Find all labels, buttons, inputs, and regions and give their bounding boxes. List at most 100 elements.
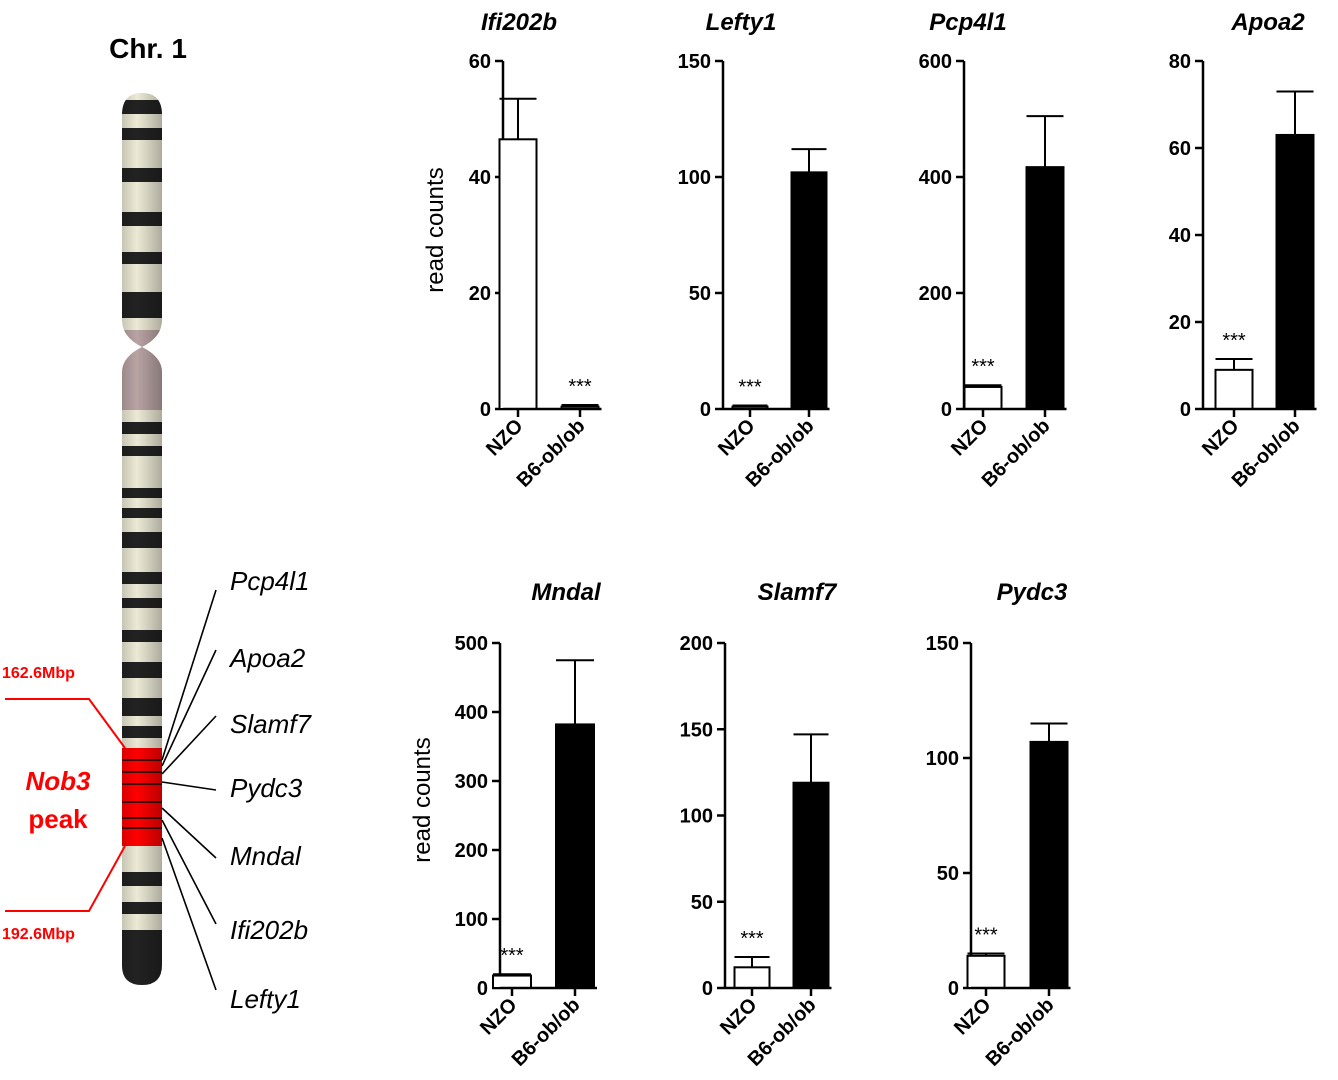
y-tick-label: 50 xyxy=(937,863,959,885)
y-tick-label: 100 xyxy=(680,806,713,828)
chromosome-body xyxy=(122,93,162,985)
y-tick-label: 20 xyxy=(1169,312,1191,334)
gene-connector-line xyxy=(161,715,217,775)
bar-nzo xyxy=(1214,368,1254,411)
significance-marker: *** xyxy=(738,377,762,399)
x-category-label: NZO xyxy=(716,994,761,1039)
bar-charts: Ifi202b read counts 0 20 40 60 NZO *** B6-ob/ob L… xyxy=(409,9,1317,1071)
y-tick-label: 0 xyxy=(702,978,713,1000)
y-tick-label: 0 xyxy=(477,978,488,1000)
gene-connector-line xyxy=(161,589,217,761)
bar-nzo xyxy=(733,966,771,989)
x-category-label: NZO xyxy=(482,415,527,460)
region-name: Nob3 xyxy=(26,766,92,796)
y-tick-label: 200 xyxy=(455,840,488,862)
bar-nzo xyxy=(498,138,538,411)
x-category-label: NZO xyxy=(947,415,992,460)
bar-nzo xyxy=(963,385,1003,410)
chromosome-shading xyxy=(122,93,162,985)
x-category-label: B6-ob/ob xyxy=(513,415,590,492)
y-tick-label: 100 xyxy=(926,748,959,770)
y-tick-label: 200 xyxy=(919,283,952,305)
y-tick-label: 300 xyxy=(455,771,488,793)
gene-connector-line xyxy=(161,649,217,767)
region-start-label: 162.6Mbp xyxy=(2,665,75,682)
x-category-label: NZO xyxy=(714,415,759,460)
chart-title: Lefty1 xyxy=(706,9,777,36)
y-tick-label: 20 xyxy=(469,283,491,305)
y-tick-label: 80 xyxy=(1169,51,1191,73)
significance-marker: *** xyxy=(568,376,592,398)
y-tick-label: 100 xyxy=(455,909,488,931)
gene-label-pcp4l1: Pcp4l1 xyxy=(230,566,310,596)
y-tick-label: 200 xyxy=(680,633,713,655)
chromosome-title: Chr. 1 xyxy=(109,33,187,64)
gene-connector-line xyxy=(161,781,217,791)
gene-label-slamf7: Slamf7 xyxy=(230,709,312,739)
y-tick-label: 60 xyxy=(469,51,491,73)
y-tick-label: 0 xyxy=(700,399,711,421)
y-tick-label: 40 xyxy=(469,167,491,189)
y-tick-label: 400 xyxy=(919,167,952,189)
bar-b6-ob/ob xyxy=(1025,166,1065,410)
region-end-bracket xyxy=(5,845,126,912)
chart-title: Slamf7 xyxy=(758,579,838,606)
gene-connector-line xyxy=(161,819,217,925)
chart-title: Pcp4l1 xyxy=(929,9,1006,36)
significance-marker: *** xyxy=(971,356,995,378)
bar-chart-ifi202b: Ifi202b read counts 0 20 40 60 NZO *** B6-ob/ob xyxy=(422,9,602,492)
bar-b6-ob/ob xyxy=(790,171,828,410)
y-tick-label: 150 xyxy=(926,633,959,655)
bar-b6-ob/ob xyxy=(1275,133,1315,410)
gene-label-apoa2: Apoa2 xyxy=(228,643,306,673)
gene-connector-line xyxy=(161,837,217,991)
gene-label-mndal: Mndal xyxy=(230,841,302,871)
y-tick-label: 40 xyxy=(1169,225,1191,247)
gene-connector-lines xyxy=(161,589,217,991)
gene-label-lefty1: Lefty1 xyxy=(230,984,301,1014)
y-tick-label: 50 xyxy=(691,892,713,914)
y-axis-label: read counts xyxy=(409,737,436,862)
y-tick-label: 150 xyxy=(678,51,711,73)
bar-b6-ob/ob xyxy=(1029,740,1069,990)
y-tick-label: 0 xyxy=(941,399,952,421)
y-tick-label: 50 xyxy=(689,283,711,305)
significance-marker: *** xyxy=(500,945,524,967)
significance-marker: *** xyxy=(1222,330,1246,352)
chart-title: Mndal xyxy=(531,579,602,606)
chart-title: Ifi202b xyxy=(481,9,557,36)
gene-connector-line xyxy=(161,807,217,859)
chart-title: Apoa2 xyxy=(1230,9,1305,36)
y-tick-label: 400 xyxy=(455,702,488,724)
x-category-label: B6-ob/ob xyxy=(978,415,1055,492)
x-category-label: NZO xyxy=(1198,415,1243,460)
y-tick-label: 600 xyxy=(919,51,952,73)
significance-marker: *** xyxy=(740,928,764,950)
bar-b6-ob/ob xyxy=(792,781,830,989)
bar-nzo xyxy=(492,974,532,990)
gene-label-pydc3: Pydc3 xyxy=(230,773,303,803)
y-tick-label: 0 xyxy=(948,978,959,1000)
x-category-label: NZO xyxy=(476,994,521,1039)
y-tick-label: 150 xyxy=(680,719,713,741)
chromosome-ideogram: Chr. 1 Pcp4l1 Apoa2 Slamf7 Pydc3 Mndal I… xyxy=(2,33,312,1014)
bar-nzo xyxy=(966,954,1006,989)
y-tick-label: 0 xyxy=(480,399,491,421)
y-tick-label: 100 xyxy=(678,167,711,189)
chart-title: Pydc3 xyxy=(997,579,1068,606)
region-end-label: 192.6Mbp xyxy=(2,926,75,943)
y-axis-label: read counts xyxy=(422,167,449,292)
gene-label-ifi202b: Ifi202b xyxy=(230,915,308,945)
x-category-label: B6-ob/ob xyxy=(982,994,1059,1071)
y-tick-label: 500 xyxy=(455,633,488,655)
y-tick-label: 0 xyxy=(1180,399,1191,421)
x-category-label: NZO xyxy=(950,994,995,1039)
region-word: peak xyxy=(28,804,88,834)
y-tick-label: 60 xyxy=(1169,138,1191,160)
